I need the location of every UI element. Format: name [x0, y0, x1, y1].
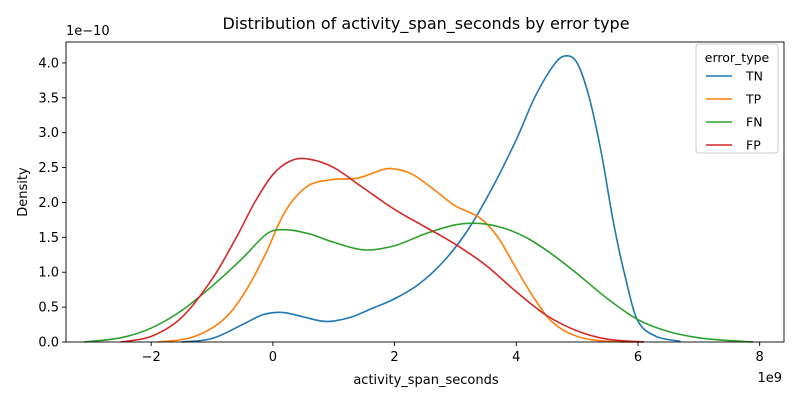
x-tick-label: 0 — [269, 350, 277, 365]
y-offset-label: 1e−10 — [66, 24, 110, 39]
x-axis-label: activity_span_seconds — [353, 373, 499, 388]
y-tick-label: 1.5 — [38, 231, 59, 246]
x-tick-label: 6 — [634, 350, 642, 365]
legend-box — [695, 43, 779, 154]
y-tick-label: 2.0 — [38, 196, 59, 211]
plot-area: −2 0 2 4 6 8 0.0 0.5 1.0 1.5 2.0 2.5 3.0 3.5 4.0 — [38, 41, 785, 365]
legend-label-tp: TP — [745, 92, 762, 107]
x-tick-label: 4 — [512, 350, 520, 365]
y-tick-label: 0.5 — [38, 301, 59, 316]
x-tick-label: −2 — [142, 350, 161, 365]
y-axis-label: Density — [16, 167, 31, 217]
series-line-fn — [84, 222, 754, 343]
legend: error_type TN TP FN FP — [695, 43, 779, 154]
x-offset-label: 1e9 — [757, 371, 782, 386]
chart-title: Distribution of activity_span_seconds by… — [222, 14, 629, 34]
x-tick-label: 2 — [390, 350, 398, 365]
y-tick-label: 2.5 — [38, 161, 59, 176]
y-tick-label: 3.0 — [38, 126, 59, 141]
series-line-tp — [157, 167, 645, 343]
y-tick-label: 0.0 — [38, 336, 59, 351]
legend-label-fn: FN — [746, 115, 763, 130]
y-tick-label: 4.0 — [38, 56, 59, 71]
x-tick-label: 8 — [756, 350, 764, 365]
y-tick-label: 1.0 — [38, 266, 59, 281]
series-line-fp — [120, 157, 645, 343]
legend-label-tn: TN — [745, 69, 763, 84]
y-tick-label: 3.5 — [38, 91, 59, 106]
legend-label-fp: FP — [746, 138, 761, 153]
plot-frame — [65, 41, 785, 343]
legend-title: error_type — [705, 50, 770, 65]
